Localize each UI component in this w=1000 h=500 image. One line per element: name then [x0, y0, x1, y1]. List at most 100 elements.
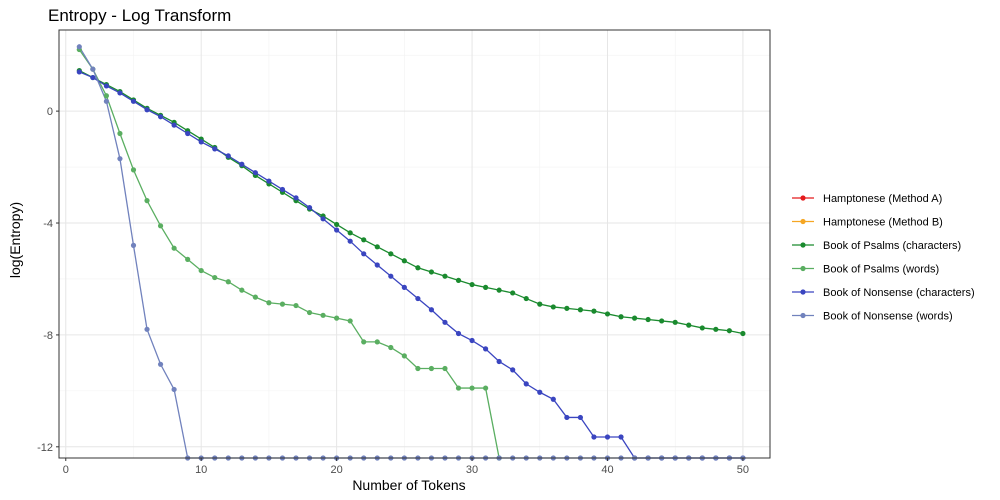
data-point	[171, 386, 177, 393]
data-point	[334, 315, 340, 321]
data-point	[157, 361, 164, 367]
data-point	[198, 139, 204, 145]
legend-key-point	[800, 265, 806, 272]
data-point	[618, 434, 624, 440]
y-axis-title: log(Entropy)	[7, 202, 23, 278]
legend-item: Book of Psalms (words)	[792, 264, 939, 276]
data-point	[401, 353, 407, 359]
x-tick-label: 30	[466, 464, 478, 476]
x-tick-label: 50	[737, 464, 749, 476]
data-point	[428, 269, 435, 275]
data-point	[334, 221, 340, 228]
data-point	[306, 309, 313, 316]
x-tick-label: 0	[63, 464, 69, 476]
data-point	[266, 300, 272, 306]
data-point	[103, 83, 109, 89]
data-point	[293, 195, 299, 201]
legend: Hamptonese (Method A) Hamptonese (Method …	[792, 193, 975, 323]
plot-area: 0 10 20 30 40 50 0 -4 -8 -12	[37, 29, 771, 476]
data-point	[320, 312, 326, 318]
y-tick-label: 0	[47, 106, 53, 118]
legend-item: Book of Psalms (characters)	[792, 240, 961, 252]
data-point	[361, 251, 367, 257]
data-point	[591, 308, 597, 314]
data-point	[90, 66, 96, 72]
data-point	[361, 237, 367, 243]
legend-key-point	[800, 289, 806, 295]
legend-item: Hamptonese (Method B)	[792, 217, 943, 229]
plot-border	[58, 29, 771, 459]
x-tick-label: 10	[195, 464, 207, 476]
data-point	[496, 287, 502, 293]
data-point	[415, 265, 421, 271]
y-tick-label: -12	[37, 442, 53, 454]
legend-item: Book of Nonsense (characters)	[792, 287, 975, 299]
data-point	[130, 242, 137, 248]
legend-key-point	[800, 195, 806, 201]
data-point	[496, 358, 502, 365]
data-point	[455, 330, 462, 337]
data-point	[428, 365, 435, 372]
legend-label: Hamptonese (Method A)	[823, 193, 942, 205]
data-point	[198, 267, 204, 274]
data-point	[144, 198, 150, 204]
legend-label: Hamptonese (Method B)	[823, 217, 943, 229]
data-point	[645, 316, 651, 323]
data-point	[103, 98, 109, 104]
plot-panel	[59, 30, 770, 458]
data-point	[550, 304, 556, 310]
data-point	[483, 346, 489, 352]
data-point	[537, 389, 543, 395]
data-point	[334, 227, 340, 233]
data-point	[266, 178, 272, 184]
data-point	[157, 223, 164, 229]
legend-item: Hamptonese (Method A)	[792, 193, 942, 205]
data-point	[523, 381, 529, 387]
data-point	[740, 330, 746, 337]
legend-label: Book of Nonsense (words)	[823, 311, 953, 323]
data-point	[320, 216, 326, 222]
data-point	[591, 434, 597, 440]
data-point	[252, 170, 258, 176]
data-point	[171, 245, 177, 251]
data-point	[577, 307, 584, 313]
axis-ticks: 0 10 20 30 40 50 0 -4 -8 -12	[37, 106, 749, 476]
data-point	[171, 122, 177, 128]
data-point	[103, 93, 109, 99]
data-point	[564, 414, 570, 421]
data-point	[659, 318, 665, 324]
data-point	[550, 396, 556, 402]
legend-key-point	[800, 242, 806, 248]
data-point	[442, 365, 448, 372]
data-point	[672, 319, 678, 325]
data-point	[699, 325, 705, 331]
data-point	[144, 326, 150, 332]
data-point	[212, 146, 218, 152]
data-point	[76, 44, 82, 50]
data-point	[401, 284, 407, 290]
data-point	[185, 130, 191, 137]
data-point	[239, 287, 245, 293]
data-point	[117, 156, 123, 162]
data-point	[225, 279, 231, 285]
data-point	[388, 344, 394, 351]
x-axis-title: Number of Tokens	[352, 477, 465, 493]
data-point	[347, 318, 353, 324]
y-tick-label: -8	[43, 330, 53, 342]
data-point	[415, 365, 421, 372]
data-point	[442, 273, 448, 279]
data-point	[401, 258, 407, 264]
data-point	[388, 273, 394, 279]
data-point	[483, 284, 489, 290]
data-point	[510, 367, 516, 373]
data-point	[469, 337, 475, 344]
data-point	[428, 307, 435, 313]
data-point	[577, 414, 584, 421]
data-point	[374, 262, 380, 268]
data-point	[293, 302, 299, 309]
data-point	[306, 205, 313, 211]
data-point	[604, 434, 611, 440]
data-point	[523, 295, 529, 302]
legend-key-point	[800, 312, 806, 319]
